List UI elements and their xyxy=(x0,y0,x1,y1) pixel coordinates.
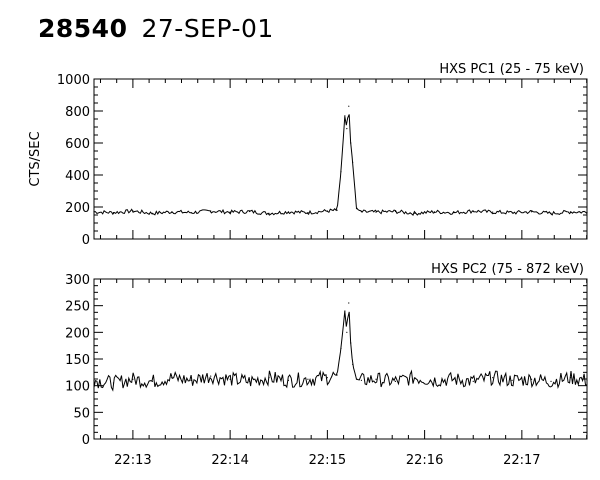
data-point-2-4 xyxy=(171,377,173,379)
data-point-1-9 xyxy=(268,212,270,214)
data-point-1-33 xyxy=(586,211,588,213)
data-point-1-2 xyxy=(132,210,134,212)
x-tick-label-2: 22:15 xyxy=(309,453,346,468)
data-point-2-13 xyxy=(336,374,338,376)
data-point-2-12 xyxy=(326,377,328,379)
y-tick-label-1-0: 0 xyxy=(82,233,90,248)
data-point-2-28 xyxy=(492,377,494,379)
y-tick-label-2-1: 50 xyxy=(73,406,90,421)
data-point-1-30 xyxy=(530,211,533,213)
data-point-1-23 xyxy=(394,210,397,213)
data-point-1-3 xyxy=(151,212,153,214)
data-point-2-27 xyxy=(472,380,474,382)
data-point-2-17 xyxy=(348,302,350,304)
data-point-2-2 xyxy=(132,378,134,380)
y-tick-label-2-3: 150 xyxy=(65,353,90,368)
data-point-1-25 xyxy=(433,211,435,213)
y-tick-label-1-1: 200 xyxy=(65,201,90,216)
data-point-2-18 xyxy=(350,342,352,344)
data-point-2-24 xyxy=(414,377,416,379)
data-point-1-10 xyxy=(287,211,290,213)
data-point-1-6 xyxy=(210,210,212,212)
data-point-2-9 xyxy=(268,377,270,379)
observation-date: 27-SEP-01 xyxy=(141,14,274,43)
y-tick-label-1-5: 1000 xyxy=(57,73,90,88)
data-point-1-26 xyxy=(453,212,455,214)
y-tick-label-2-0: 0 xyxy=(82,433,90,448)
data-point-2-21 xyxy=(360,379,363,381)
plot-frame-2 xyxy=(93,278,588,440)
data-point-2-8 xyxy=(248,380,251,382)
data-point-1-19 xyxy=(352,161,354,163)
data-point-2-3 xyxy=(151,380,153,382)
data-point-1-11 xyxy=(307,212,309,214)
y-tick-label-1-4: 800 xyxy=(65,105,90,120)
data-point-1-12 xyxy=(326,210,328,212)
data-point-2-23 xyxy=(394,380,397,382)
data-point-2-0 xyxy=(93,379,95,381)
y-axis-label: CTS/SEC xyxy=(28,131,43,186)
data-point-2-29 xyxy=(511,379,513,381)
data-point-2-14 xyxy=(340,347,342,349)
data-point-1-27 xyxy=(472,210,474,212)
data-point-2-5 xyxy=(190,379,192,381)
data-point-2-33 xyxy=(586,379,588,381)
data-point-1-5 xyxy=(190,212,192,214)
data-point-2-25 xyxy=(433,379,435,381)
series-line-1 xyxy=(93,114,588,216)
panel-title-1: HXS PC1 (25 - 75 keV) xyxy=(439,62,584,77)
data-point-2-19 xyxy=(352,363,354,365)
data-point-1-16 xyxy=(346,128,348,130)
data-point-2-10 xyxy=(287,379,290,381)
chart-header: 28540 27-SEP-01 xyxy=(38,14,274,43)
observation-id: 28540 xyxy=(38,14,128,43)
data-point-1-22 xyxy=(375,211,377,213)
data-point-2-22 xyxy=(375,378,377,380)
data-point-2-30 xyxy=(530,378,533,380)
data-point-2-15 xyxy=(344,310,346,312)
series-line-2 xyxy=(93,311,587,392)
x-tick-label-3: 22:16 xyxy=(406,453,443,468)
data-point-1-0 xyxy=(93,211,95,213)
data-point-1-7 xyxy=(229,211,231,213)
data-point-1-32 xyxy=(569,211,572,213)
data-point-1-20 xyxy=(355,208,358,210)
plot-frame-1 xyxy=(93,78,588,240)
data-point-2-31 xyxy=(550,380,552,382)
x-tick-label-1: 22:14 xyxy=(211,453,248,468)
data-point-2-7 xyxy=(229,378,231,380)
data-point-1-21 xyxy=(360,211,363,213)
data-point-2-11 xyxy=(307,378,309,380)
data-point-1-14 xyxy=(340,171,342,173)
data-point-1-4 xyxy=(171,211,173,213)
data-point-2-26 xyxy=(453,378,455,380)
data-point-1-15 xyxy=(344,115,346,117)
panel-title-2: HXS PC2 (75 - 872 keV) xyxy=(431,262,584,277)
y-tick-label-1-3: 600 xyxy=(65,137,90,152)
data-point-1-24 xyxy=(414,212,416,214)
data-point-1-1 xyxy=(112,212,115,214)
data-point-1-17 xyxy=(348,105,350,107)
data-point-2-20 xyxy=(355,378,358,380)
data-point-1-28 xyxy=(492,211,494,213)
y-tick-label-2-4: 200 xyxy=(65,326,90,341)
y-tick-label-2-5: 250 xyxy=(65,300,90,315)
data-point-1-18 xyxy=(350,142,352,144)
y-tick-label-1-2: 400 xyxy=(65,169,90,184)
data-point-2-6 xyxy=(210,375,212,377)
y-tick-label-2-6: 300 xyxy=(65,273,90,288)
data-point-1-29 xyxy=(511,212,513,214)
data-point-1-13 xyxy=(336,209,338,211)
y-tick-label-2-2: 100 xyxy=(65,380,90,395)
x-tick-label-0: 22:13 xyxy=(114,453,151,468)
data-point-1-8 xyxy=(248,210,251,213)
data-point-1-31 xyxy=(550,212,552,214)
data-point-2-16 xyxy=(346,331,348,333)
x-tick-label-4: 22:17 xyxy=(503,453,540,468)
data-point-2-1 xyxy=(112,382,115,384)
data-point-2-32 xyxy=(569,377,572,379)
